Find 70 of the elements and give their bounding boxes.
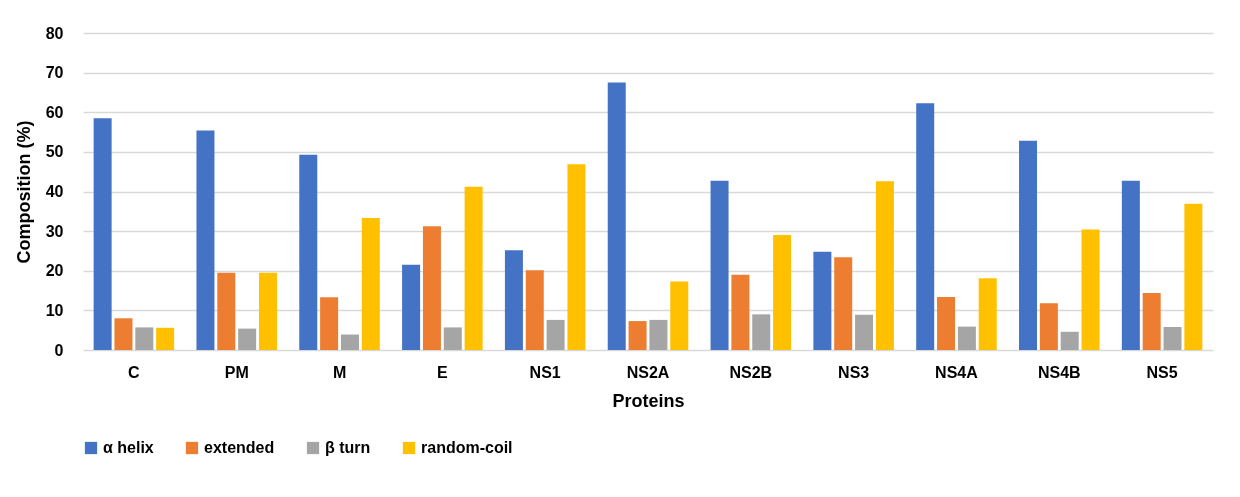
bar [752, 314, 771, 350]
y-tick-label: 70 [45, 64, 64, 82]
bar [217, 272, 236, 350]
bar [567, 164, 586, 350]
bar [1081, 229, 1100, 350]
x-tick-label: PM [224, 363, 249, 381]
y-tick-label: 80 [45, 24, 64, 42]
x-tick-label: NS5 [1146, 363, 1178, 381]
bar [937, 296, 956, 350]
x-tick-label: M [332, 363, 347, 381]
bar [258, 272, 277, 350]
x-tick-label: NS4A [935, 363, 979, 381]
bar [855, 314, 874, 350]
x-tick-label: NS3 [838, 363, 870, 381]
bar [361, 218, 380, 350]
bar [1121, 180, 1140, 350]
legend-label: random-coil [421, 439, 513, 456]
bar [773, 235, 792, 350]
bar [978, 278, 997, 350]
legend-label: α helix [103, 439, 154, 456]
bar [422, 226, 441, 350]
y-tick-label: 30 [45, 222, 64, 240]
bar [628, 321, 647, 350]
x-tick-label: NS2A [626, 363, 670, 381]
bar [875, 181, 894, 350]
bar [607, 82, 626, 350]
legend-label: extended [204, 439, 275, 456]
x-tick-label: E [437, 363, 449, 381]
bar [320, 297, 339, 350]
bar [402, 264, 421, 350]
bar [1060, 331, 1079, 350]
legend-label: β turn [325, 439, 371, 456]
bar [649, 319, 668, 350]
bar [1039, 303, 1058, 350]
bar [670, 281, 689, 350]
bar [710, 180, 729, 350]
bar [299, 154, 318, 350]
y-tick-label: 20 [45, 262, 64, 280]
y-tick-label: 40 [45, 183, 64, 200]
x-axis-title: Proteins [612, 390, 685, 411]
bar [834, 257, 853, 350]
bar [443, 327, 462, 350]
bar [156, 327, 175, 350]
bar [504, 250, 523, 350]
y-tick-label: 60 [45, 103, 64, 121]
bar [957, 326, 976, 350]
bar [1163, 327, 1182, 350]
bar [464, 186, 483, 350]
bar [340, 334, 359, 350]
bar [1142, 292, 1161, 350]
y-tick-label: 0 [54, 341, 64, 359]
bar [114, 318, 133, 350]
bar [525, 270, 544, 350]
x-tick-label: NS4B [1037, 363, 1081, 381]
y-axis-title: Composition (%) [13, 120, 34, 264]
bar [1184, 203, 1203, 350]
bar [238, 328, 257, 350]
bar [813, 251, 832, 350]
bar [916, 103, 935, 350]
x-tick-label: NS1 [529, 363, 561, 381]
y-tick-label: 10 [45, 301, 64, 319]
bar [196, 130, 215, 350]
y-tick-label: 50 [45, 143, 64, 161]
bar [731, 274, 750, 350]
bar [1019, 140, 1038, 350]
x-tick-label: NS2B [729, 363, 773, 381]
bar [93, 118, 112, 350]
x-tick-label: C [128, 363, 141, 381]
bar [135, 327, 154, 350]
bar [546, 319, 565, 350]
